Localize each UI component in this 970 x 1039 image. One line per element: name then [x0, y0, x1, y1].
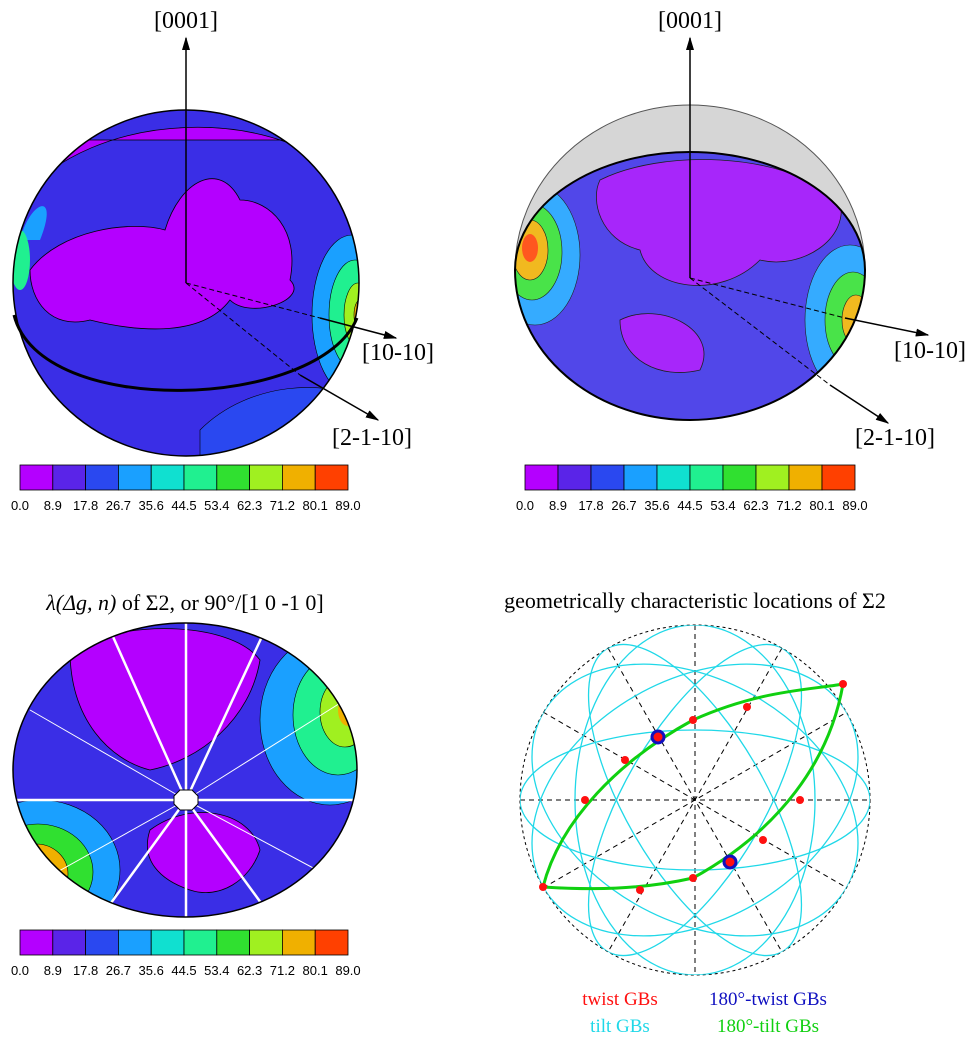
figure: [0001] [10-10] [2-1-10] 0.0 8.9 17.8 26.7 35…: [0, 0, 970, 1039]
colorbar-cell: [315, 930, 348, 955]
colorbar: 0.0 8.9 17.8 26.7 35.6 44.5 53.4 62.3 71.2 80.1 89…: [516, 465, 868, 513]
colorbar-label: 62.3: [237, 963, 262, 978]
legend: twist GBs 180°-twist GBs tilt GBs 180°-tilt…: [582, 989, 827, 1037]
legend-entry: 180°-twist GBs: [709, 989, 827, 1010]
colorbar-cell: [624, 465, 657, 490]
colorbar-cell: [118, 465, 151, 490]
colorbar-label: 44.5: [171, 498, 196, 513]
title-text: of Σ2, or 90°/[1 0 -1 0]: [116, 590, 323, 615]
colorbar-cell: [217, 465, 250, 490]
colorbar-label: 89.0: [842, 498, 867, 513]
axis-label: [0001]: [658, 8, 722, 34]
axis-label: [2-1-10]: [855, 425, 935, 451]
colorbar-label: 26.7: [106, 498, 131, 513]
colorbar-label: 0.0: [516, 498, 534, 513]
colorbar-label: 17.8: [73, 963, 98, 978]
sphere-panel: [0001] [10-10] [2-1-10] 0.0 8.9 17.8 26.7 35…: [0, 8, 434, 513]
colorbar-label: 53.4: [204, 963, 229, 978]
colorbar-label: 44.5: [171, 963, 196, 978]
legend-entry: 180°-tilt GBs: [717, 1016, 819, 1037]
colorbar-cell: [53, 465, 86, 490]
colorbar: 0.0 8.9 17.8 26.7 35.6 44.5 53.4 62.3 71.2 80.1 89…: [11, 930, 361, 978]
colorbar-cell: [217, 930, 250, 955]
colorbar-cell: [86, 465, 119, 490]
colorbar-label: 8.9: [549, 498, 567, 513]
colorbar-cell: [591, 465, 624, 490]
contour-map: [0, 100, 392, 470]
colorbar-cell: [282, 465, 315, 490]
colorbar-cell: [282, 930, 315, 955]
colorbar-label: 80.1: [303, 963, 328, 978]
colorbar-cell: [184, 465, 217, 490]
axis-label: [10-10]: [894, 338, 966, 364]
colorbar-cell: [558, 465, 591, 490]
colorbar-cell: [690, 465, 723, 490]
title-italic: λ(Δg, n): [45, 590, 116, 615]
axis-label: [10-10]: [362, 340, 434, 366]
colorbar-label: 8.9: [44, 498, 62, 513]
legend-entry: twist GBs: [582, 989, 658, 1010]
colorbar-cell: [118, 930, 151, 955]
colorbar-label: 71.2: [776, 498, 801, 513]
contour-map: [0, 620, 400, 940]
colorbar-label: 53.4: [204, 498, 229, 513]
colorbar-cell: [151, 465, 184, 490]
colorbar-label: 0.0: [11, 498, 29, 513]
colorbar-label: 62.3: [743, 498, 768, 513]
colorbar-cell: [184, 930, 217, 955]
colorbar-label: 0.0: [11, 963, 29, 978]
schematic-panel: geometrically characteristic locations o…: [483, 588, 906, 1037]
colorbar-cell: [822, 465, 855, 490]
colorbar-cell: [789, 465, 822, 490]
colorbar-cell: [250, 930, 283, 955]
colorbar-label: 8.9: [44, 963, 62, 978]
colorbar-cell: [86, 930, 119, 955]
projection-panel: λ(Δg, n) of Σ2, or 90°/[1 0 -1 0]: [0, 590, 400, 978]
colorbar-label: 71.2: [270, 498, 295, 513]
colorbar-label: 89.0: [335, 963, 360, 978]
colorbar-label: 89.0: [335, 498, 360, 513]
colorbar-cell: [756, 465, 789, 490]
legend-entry: tilt GBs: [590, 1016, 650, 1037]
colorbar-cell: [723, 465, 756, 490]
colorbar-cell: [20, 465, 53, 490]
colorbar-label: 44.5: [677, 498, 702, 513]
colorbar-label: 62.3: [237, 498, 262, 513]
colorbar-label: 26.7: [106, 963, 131, 978]
axis-label: [2-1-10]: [332, 425, 412, 451]
colorbar-cell: [20, 930, 53, 955]
colorbar-cell: [315, 465, 348, 490]
colorbar-label: 26.7: [611, 498, 636, 513]
colorbar: 0.0 8.9 17.8 26.7 35.6 44.5 53.4 62.3 71.2 80.1 89…: [11, 465, 361, 513]
colorbar-label: 17.8: [73, 498, 98, 513]
colorbar-label: 53.4: [710, 498, 735, 513]
colorbar-label: 80.1: [809, 498, 834, 513]
colorbar-label: 17.8: [578, 498, 603, 513]
colorbar-cell: [657, 465, 690, 490]
colorbar-label: 80.1: [303, 498, 328, 513]
colorbar-label: 35.6: [644, 498, 669, 513]
colorbar-cell: [53, 930, 86, 955]
panel-title: geometrically characteristic locations o…: [504, 588, 886, 613]
colorbar-label: 71.2: [270, 963, 295, 978]
hemisphere-panel: [0001] [10-10] [2-1-10] 0.0 8.9 17.8 26.7 35…: [490, 8, 966, 513]
axis-label: [0001]: [154, 8, 218, 34]
panel-title: λ(Δg, n) of Σ2, or 90°/[1 0 -1 0]: [45, 590, 323, 615]
colorbar-cell: [151, 930, 184, 955]
colorbar-cell: [250, 465, 283, 490]
colorbar-label: 35.6: [139, 498, 164, 513]
colorbar-cell: [525, 465, 558, 490]
colorbar-label: 35.6: [139, 963, 164, 978]
